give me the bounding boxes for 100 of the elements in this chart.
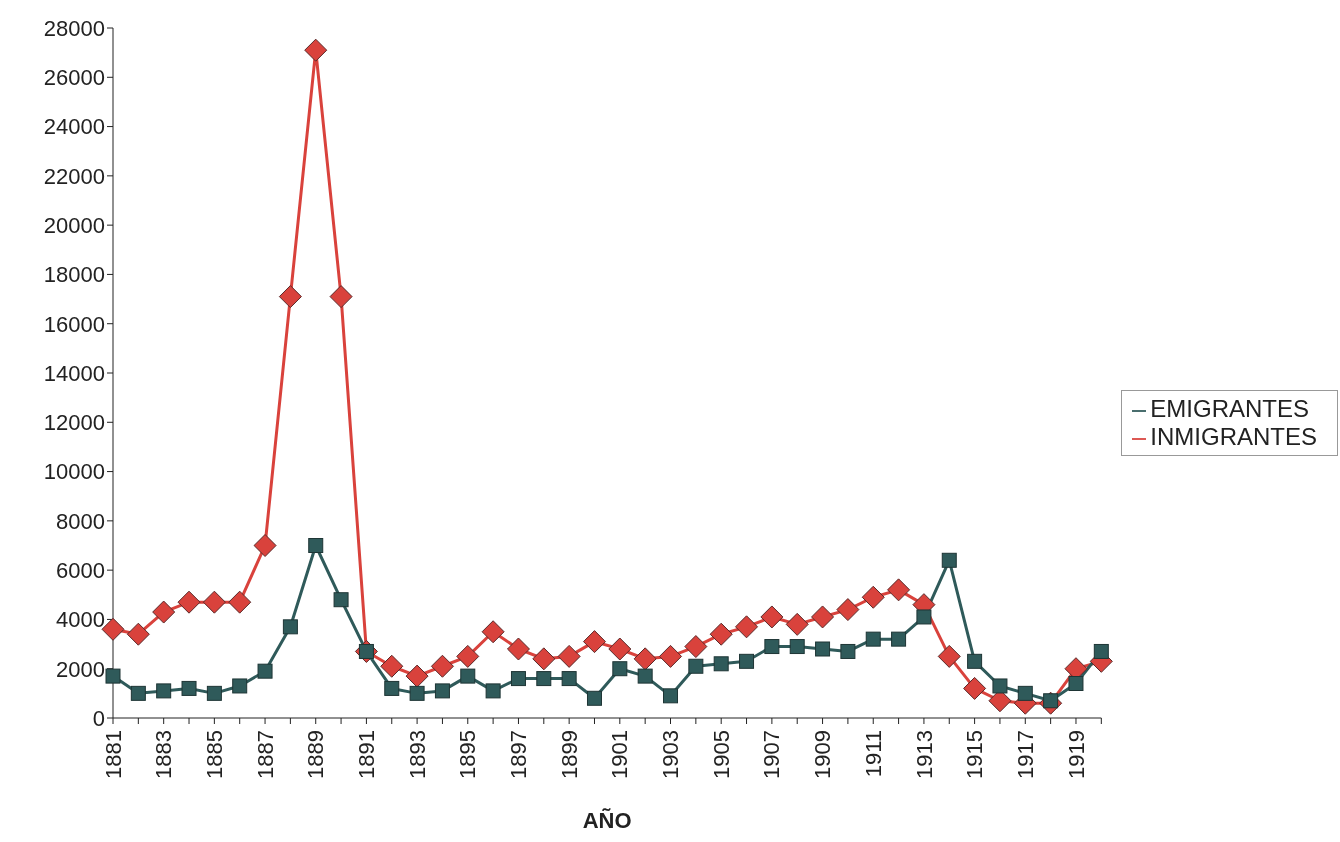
point — [608, 637, 632, 661]
x-tick-label: 1895 — [455, 730, 481, 779]
point — [282, 619, 298, 635]
point — [684, 635, 708, 659]
point — [612, 661, 628, 677]
point — [434, 683, 450, 699]
point — [257, 663, 273, 679]
point — [304, 38, 328, 62]
y-tick-label: 2000 — [56, 656, 105, 682]
point — [967, 653, 983, 669]
x-tick-label: 1891 — [354, 730, 380, 779]
x-tick-label: 1915 — [962, 730, 988, 779]
point — [460, 668, 476, 684]
point — [739, 653, 755, 669]
point — [1093, 643, 1109, 659]
point — [992, 678, 1008, 694]
point — [481, 620, 505, 644]
x-tick-label: 1885 — [201, 730, 227, 779]
point — [177, 590, 201, 614]
point — [1068, 676, 1084, 691]
point — [202, 590, 226, 614]
x-tick-label: 1917 — [1012, 730, 1038, 779]
x-tick-label: 1893 — [404, 730, 430, 779]
x-tick-label: 1905 — [708, 730, 734, 779]
point — [941, 552, 957, 568]
point — [380, 654, 404, 678]
point — [105, 668, 121, 684]
x-tick-label: 1911 — [860, 730, 886, 778]
y-tick-label: 6000 — [56, 557, 105, 583]
point — [811, 605, 835, 629]
point — [916, 609, 932, 625]
point — [333, 592, 349, 608]
point — [963, 676, 987, 700]
x-tick-label: 1897 — [506, 730, 532, 779]
point — [557, 644, 581, 668]
y-tick-label: 24000 — [43, 114, 105, 140]
y-tick-label: 26000 — [43, 65, 105, 91]
point — [735, 615, 759, 639]
point — [130, 685, 146, 701]
point — [663, 688, 679, 704]
point — [456, 644, 480, 668]
x-tick-label: 1913 — [911, 730, 937, 779]
x-tick-label: 1899 — [556, 730, 582, 779]
point — [709, 622, 733, 646]
point — [840, 643, 856, 659]
point — [865, 631, 881, 647]
point — [688, 658, 704, 674]
y-tick-label: 28000 — [43, 15, 105, 41]
point — [152, 600, 176, 624]
point — [126, 622, 150, 646]
x-axis-title: AÑO — [582, 808, 632, 833]
x-tick-label: 1901 — [607, 730, 633, 779]
point — [409, 685, 425, 701]
y-tick-label: 8000 — [56, 508, 105, 534]
point — [586, 690, 602, 706]
point — [253, 534, 277, 557]
x-tick-label: 1883 — [151, 730, 177, 779]
point — [713, 656, 729, 672]
point — [181, 680, 197, 696]
y-tick-label: 14000 — [43, 360, 105, 386]
point — [430, 654, 454, 678]
x-tick-label: 1909 — [810, 730, 836, 779]
y-tick-label: 18000 — [43, 262, 105, 288]
point — [206, 685, 222, 701]
point — [836, 598, 860, 622]
point — [760, 605, 784, 629]
y-tick-label: 4000 — [56, 607, 105, 633]
y-tick-label: 16000 — [43, 311, 105, 337]
point — [278, 285, 302, 309]
point — [861, 585, 885, 609]
point — [887, 578, 911, 602]
x-tick-label: 1889 — [303, 730, 329, 779]
point — [156, 683, 172, 699]
point — [485, 683, 501, 699]
point — [536, 671, 552, 687]
x-tick-label: 1903 — [658, 730, 684, 779]
point — [384, 680, 400, 696]
y-tick-label: 12000 — [43, 410, 105, 436]
point — [405, 664, 429, 688]
point — [659, 644, 683, 668]
point — [532, 647, 556, 671]
point — [510, 671, 526, 687]
point — [506, 637, 530, 661]
point — [561, 671, 577, 687]
y-tick-label: 22000 — [43, 163, 105, 189]
x-tick-label: 1907 — [759, 730, 785, 779]
point — [891, 631, 907, 647]
point — [308, 538, 324, 553]
point — [785, 612, 809, 636]
point — [1017, 685, 1033, 701]
point — [789, 639, 805, 655]
point — [582, 630, 606, 654]
point — [633, 647, 657, 671]
point — [764, 639, 780, 655]
y-tick-label: 10000 — [43, 459, 105, 485]
x-tick-label: 1881 — [100, 730, 126, 779]
y-tick-label: 20000 — [43, 212, 105, 238]
point — [937, 644, 961, 668]
point — [329, 285, 353, 309]
legend-label: EMIGRANTES — [1150, 395, 1309, 422]
